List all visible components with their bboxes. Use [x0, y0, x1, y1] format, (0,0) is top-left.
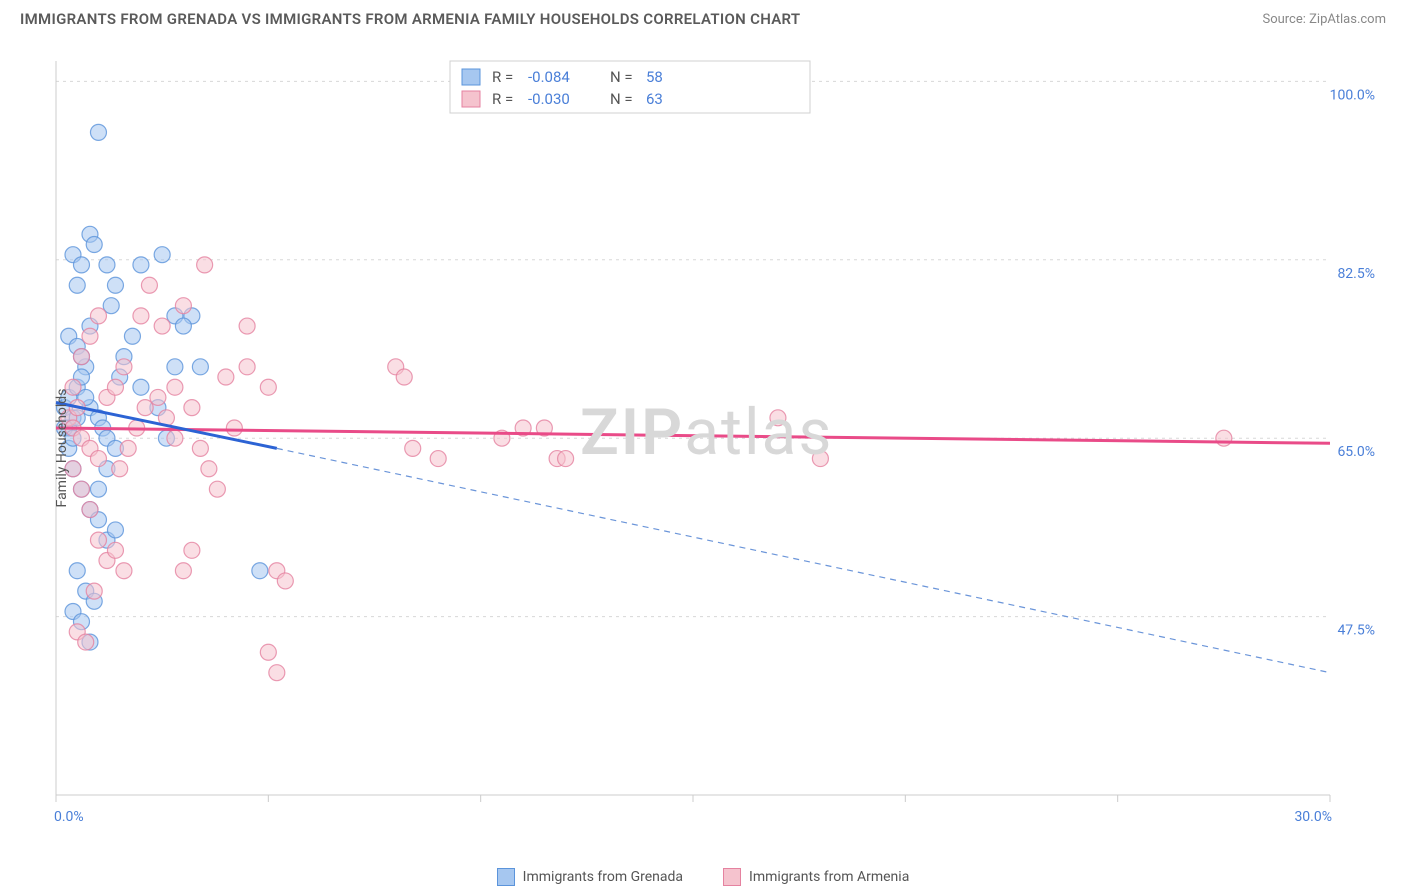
- legend-swatch-pink: [723, 868, 741, 886]
- legend-swatch-blue: [497, 868, 515, 886]
- svg-text:R =: R =: [492, 68, 513, 86]
- chart-title: IMMIGRANTS FROM GRENADA VS IMMIGRANTS FR…: [20, 10, 800, 28]
- svg-text:100.0%: 100.0%: [1330, 87, 1375, 103]
- chart-area: Family Households 47.5% 65.0% 82.5% 100.0% 0…: [50, 55, 1380, 825]
- svg-text:58: 58: [646, 68, 663, 86]
- svg-text:-0.030: -0.030: [528, 90, 570, 108]
- svg-text:30.0%: 30.0%: [1294, 809, 1332, 825]
- legend-label: Immigrants from Grenada: [523, 869, 683, 885]
- svg-text:82.5%: 82.5%: [1337, 266, 1375, 282]
- legend-label: Immigrants from Armenia: [749, 869, 909, 885]
- bottom-legend: Immigrants from Grenada Immigrants from …: [0, 868, 1406, 886]
- svg-text:N =: N =: [610, 90, 633, 108]
- svg-text:N =: N =: [610, 68, 633, 86]
- svg-text:R =: R =: [492, 90, 513, 108]
- source-label: Source: ZipAtlas.com: [1262, 12, 1386, 27]
- legend-item-armenia: Immigrants from Armenia: [723, 868, 909, 886]
- svg-text:-0.084: -0.084: [528, 68, 570, 86]
- svg-text:63: 63: [646, 90, 663, 108]
- svg-text:0.0%: 0.0%: [54, 809, 84, 825]
- svg-text:65.0%: 65.0%: [1337, 444, 1375, 460]
- chart-header: IMMIGRANTS FROM GRENADA VS IMMIGRANTS FR…: [0, 0, 1406, 33]
- legend-item-grenada: Immigrants from Grenada: [497, 868, 683, 886]
- svg-text:47.5%: 47.5%: [1337, 623, 1375, 639]
- y-axis-label: Family Households: [54, 389, 70, 508]
- scatter-chart-svg: 47.5% 65.0% 82.5% 100.0% 0.0% 30.0% R = -0.084 N…: [50, 55, 1380, 825]
